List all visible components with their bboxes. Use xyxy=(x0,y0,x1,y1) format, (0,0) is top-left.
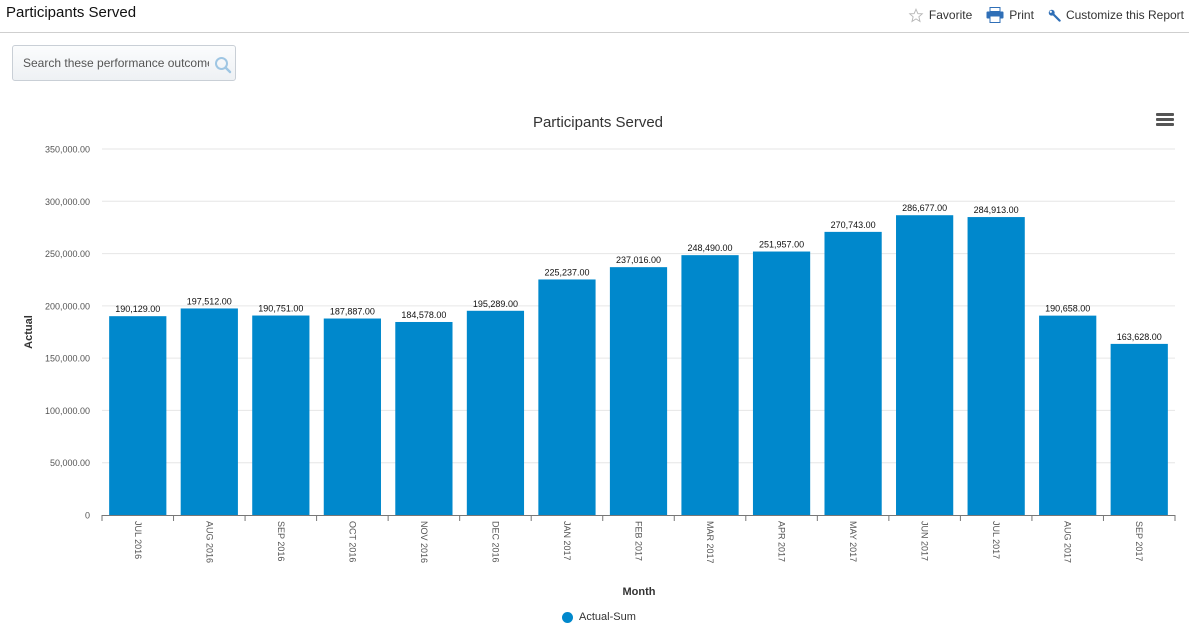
x-tick-label: FEB 2017 xyxy=(634,521,644,561)
search-icon[interactable] xyxy=(214,56,232,79)
page-title: Participants Served xyxy=(6,4,137,21)
bar xyxy=(252,315,310,515)
x-tick-label: OCT 2016 xyxy=(347,521,357,562)
chart-title: Participants Served xyxy=(533,114,663,131)
chart-menu-button[interactable] xyxy=(1156,113,1174,129)
x-tick-label: DEC 2016 xyxy=(490,521,500,563)
data-label: 190,129.00 xyxy=(115,304,160,314)
data-label: 197,512.00 xyxy=(187,296,232,306)
favorite-button[interactable]: Favorite xyxy=(908,7,973,23)
bar xyxy=(896,215,954,515)
hamburger-menu-icon xyxy=(1156,113,1174,126)
bar-chart: Participants Served 0 50,000.00 100,000.00 1… xyxy=(23,114,1176,598)
y-tick-label: 250,000.00 xyxy=(45,249,90,259)
bar xyxy=(752,251,811,515)
bar xyxy=(1110,343,1168,515)
search-box xyxy=(12,45,236,81)
data-label: 190,751.00 xyxy=(258,304,303,314)
customize-report-button[interactable]: Customize this Report xyxy=(1048,8,1184,22)
bar xyxy=(824,231,882,515)
customize-report-label: Customize this Report xyxy=(1065,8,1184,22)
x-tick-label: AUG 2016 xyxy=(204,521,214,563)
x-tick-label: NOV 2016 xyxy=(419,521,429,563)
x-tick-label: JUN 2017 xyxy=(920,521,930,561)
wrench-icon xyxy=(1048,9,1061,22)
data-label: 187,887.00 xyxy=(330,307,375,317)
y-axis-title: Actual xyxy=(23,315,35,349)
y-tick-label: 300,000.00 xyxy=(45,197,90,207)
x-tick-label: APR 2017 xyxy=(777,521,787,562)
page-header: Participants Served Favorite Print Custo… xyxy=(0,0,1189,33)
star-icon xyxy=(908,7,924,23)
x-tick-label: MAY 2017 xyxy=(848,521,858,562)
x-tick-label: AUG 2017 xyxy=(1063,521,1073,563)
bar xyxy=(1039,315,1097,515)
y-tick-label: 350,000.00 xyxy=(45,145,90,155)
data-label: 286,677.00 xyxy=(902,203,947,213)
data-label: 195,289.00 xyxy=(473,299,518,309)
x-tick-label: MAR 2017 xyxy=(705,521,715,564)
y-tick-label: 200,000.00 xyxy=(45,301,90,311)
bar xyxy=(681,255,739,515)
legend-label: Actual-Sum xyxy=(579,611,636,623)
data-label: 163,628.00 xyxy=(1117,332,1162,342)
favorite-label: Favorite xyxy=(928,8,973,22)
y-tick-label: 50,000.00 xyxy=(50,458,90,468)
bar xyxy=(538,279,596,515)
legend-item[interactable]: Actual-Sum xyxy=(562,611,636,623)
print-label: Print xyxy=(1009,8,1034,22)
x-tick-label: SEP 2017 xyxy=(1134,521,1144,561)
bar xyxy=(395,321,453,515)
bar xyxy=(180,308,238,515)
x-tick-label: JAN 2017 xyxy=(562,521,572,561)
data-label: 284,913.00 xyxy=(974,205,1019,215)
data-label: 184,578.00 xyxy=(401,310,446,320)
bar xyxy=(466,310,525,515)
print-button[interactable]: Print xyxy=(986,7,1034,23)
bar xyxy=(609,267,668,515)
data-label: 237,016.00 xyxy=(616,255,661,265)
x-axis-title: Month xyxy=(623,586,656,598)
x-tick-label: SEP 2016 xyxy=(276,521,286,561)
search-input[interactable] xyxy=(13,46,209,80)
x-tick-label: JUL 2016 xyxy=(133,521,143,559)
legend-marker xyxy=(562,611,573,623)
header-actions: Favorite Print Customize this Report xyxy=(894,7,1184,23)
y-tick-label: 100,000.00 xyxy=(45,406,90,416)
data-label: 190,658.00 xyxy=(1045,304,1090,314)
data-label: 225,237.00 xyxy=(544,267,589,277)
x-tick-label: JUL 2017 xyxy=(991,521,1001,559)
data-label: 251,957.00 xyxy=(759,240,804,250)
y-tick-label: 0 xyxy=(85,511,90,521)
bar xyxy=(323,318,381,515)
data-label: 248,490.00 xyxy=(688,243,733,253)
bar xyxy=(109,316,167,515)
y-tick-label: 150,000.00 xyxy=(45,354,90,364)
bar xyxy=(967,217,1025,515)
data-label: 270,743.00 xyxy=(831,220,876,230)
printer-icon xyxy=(986,7,1004,23)
